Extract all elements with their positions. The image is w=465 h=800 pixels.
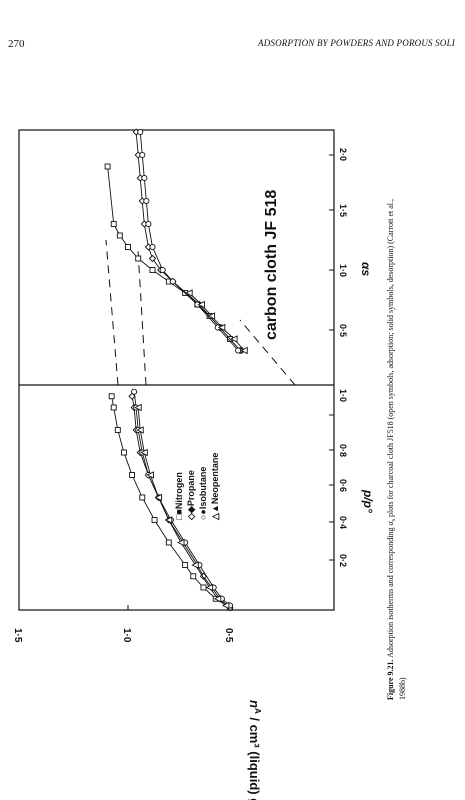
series-line-isobutane [139, 131, 239, 351]
data-point-neopentane [207, 312, 216, 320]
legend-entry: □■Nitrogen [174, 472, 184, 520]
data-point-nitrogen [114, 427, 121, 433]
data-point-isobutane [143, 197, 150, 205]
caption-label: Figure 9.21. [386, 659, 395, 700]
data-point-nitrogen [190, 573, 197, 580]
data-point-neopentane [217, 323, 226, 332]
data-point-neopentane [197, 300, 205, 309]
data-point-neopentane [140, 448, 148, 457]
panel-title: carbon cloth JF 518 [263, 190, 280, 340]
data-point-nitrogen [104, 163, 111, 170]
legend-entry: ◇◆Propane [186, 470, 196, 521]
data-point-isobutane [139, 151, 146, 159]
y-axis-tick-labels: 0·5 1·0 1·5 [12, 628, 234, 643]
data-point-neopentane [164, 516, 173, 524]
x-axis-right-label: αs [359, 262, 373, 276]
data-point-neopentane [221, 601, 230, 610]
legend-entry: ○●Isobutane [198, 467, 208, 520]
data-point-neopentane [154, 493, 163, 502]
data-point-nitrogen [129, 472, 136, 478]
data-point-isobutane [169, 278, 176, 285]
page-number: 270 [8, 38, 25, 50]
data-point-neopentane [230, 335, 238, 343]
ytick-label: 0·5 [223, 628, 234, 643]
svg-text:Figure 9.21. Adsorption: Figure 9.21. Adsorption isotherms and co… [386, 199, 397, 700]
legend: □■Nitrogen ◇◆Propane ○●Isobutane △▲Neope… [174, 453, 220, 521]
extrapolation-line-hydrocarbons [137, 249, 147, 386]
xtick-label: 1·0 [338, 389, 348, 402]
xtick-label: 0·5 [338, 324, 348, 337]
data-point-neopentane [205, 583, 214, 592]
extrapolation-line-nitrogen [105, 239, 119, 386]
data-point-neopentane [191, 561, 199, 569]
right-panel-plot [104, 128, 248, 355]
data-point-nitrogen [165, 539, 172, 546]
xtick-label: 0·6 [338, 479, 348, 492]
data-point-neopentane [136, 426, 144, 434]
xtick-label: 0·2 [338, 554, 348, 567]
ytick-label: 1·0 [121, 628, 132, 643]
data-point-neopentane [134, 403, 142, 412]
data-point-nitrogen [135, 255, 142, 262]
ytick-label: 1·5 [12, 628, 23, 643]
data-point-isobutane [141, 174, 148, 182]
data-point-nitrogen [139, 494, 146, 501]
data-point-nitrogen [120, 449, 127, 456]
svg-text:nA / cm³ (liquid) g⁻¹: nA / cm³ (liquid) g⁻¹ [247, 700, 262, 800]
data-point-nitrogen [110, 404, 117, 411]
data-point-nitrogen [200, 584, 207, 591]
data-point-isobutane [159, 266, 166, 274]
data-point-nitrogen [110, 221, 117, 227]
x-axis-left-tick-labels: 0·2 0·4 0·6 0·8 1·0 [338, 389, 348, 567]
data-point-nitrogen [151, 517, 158, 523]
data-point-propane [148, 254, 157, 263]
xtick-label: 2·0 [338, 148, 348, 161]
data-point-nitrogen [182, 562, 189, 568]
data-point-isobutane [131, 388, 138, 395]
series-line-propane [135, 131, 241, 351]
x-axis-right-tick-labels: 0·5 1·0 1·5 2·0 [338, 148, 348, 337]
extrapolation-line-origin [239, 319, 296, 386]
xtick-label: 1·0 [338, 264, 348, 277]
data-point-nitrogen [125, 244, 131, 250]
running-head: ADSORPTION BY POWDERS AND POROUS SOLI [258, 38, 455, 48]
x-axis-left-ticks [329, 414, 334, 561]
data-point-isobutane [137, 128, 144, 136]
data-point-neopentane [146, 471, 154, 479]
figure-caption: Figure 9.21. Adsorption isotherms and co… [386, 199, 407, 700]
xtick-label: 0·4 [338, 516, 348, 529]
data-point-nitrogen [108, 393, 115, 400]
data-point-isobutane [235, 347, 242, 354]
data-point-neopentane [213, 595, 222, 603]
data-point-nitrogen [149, 267, 156, 273]
data-point-isobutane [145, 220, 152, 228]
legend-entry: △▲Neopentane [210, 453, 220, 521]
y-axis-label: nA / cm³ (liquid) g⁻¹ [247, 700, 262, 800]
plot-frame [18, 129, 335, 611]
data-point-neopentane [185, 289, 193, 297]
series-line-nitrogen [107, 166, 241, 351]
data-point-neopentane [240, 346, 248, 355]
data-point-isobutane [149, 243, 156, 251]
caption-text: Adsorption isotherms and corresponding α [386, 520, 395, 657]
data-point-neopentane [177, 538, 185, 547]
xtick-label: 1·5 [338, 204, 348, 217]
y-axis-ticks [18, 605, 231, 610]
xtick-label: 0·8 [338, 444, 348, 457]
data-point-nitrogen [116, 232, 123, 239]
caption-line2: 1988b) [398, 677, 407, 700]
x-axis-left-label: p/p° [361, 489, 375, 513]
x-axis-right-ticks [329, 154, 334, 331]
left-panel-plot [108, 388, 234, 612]
